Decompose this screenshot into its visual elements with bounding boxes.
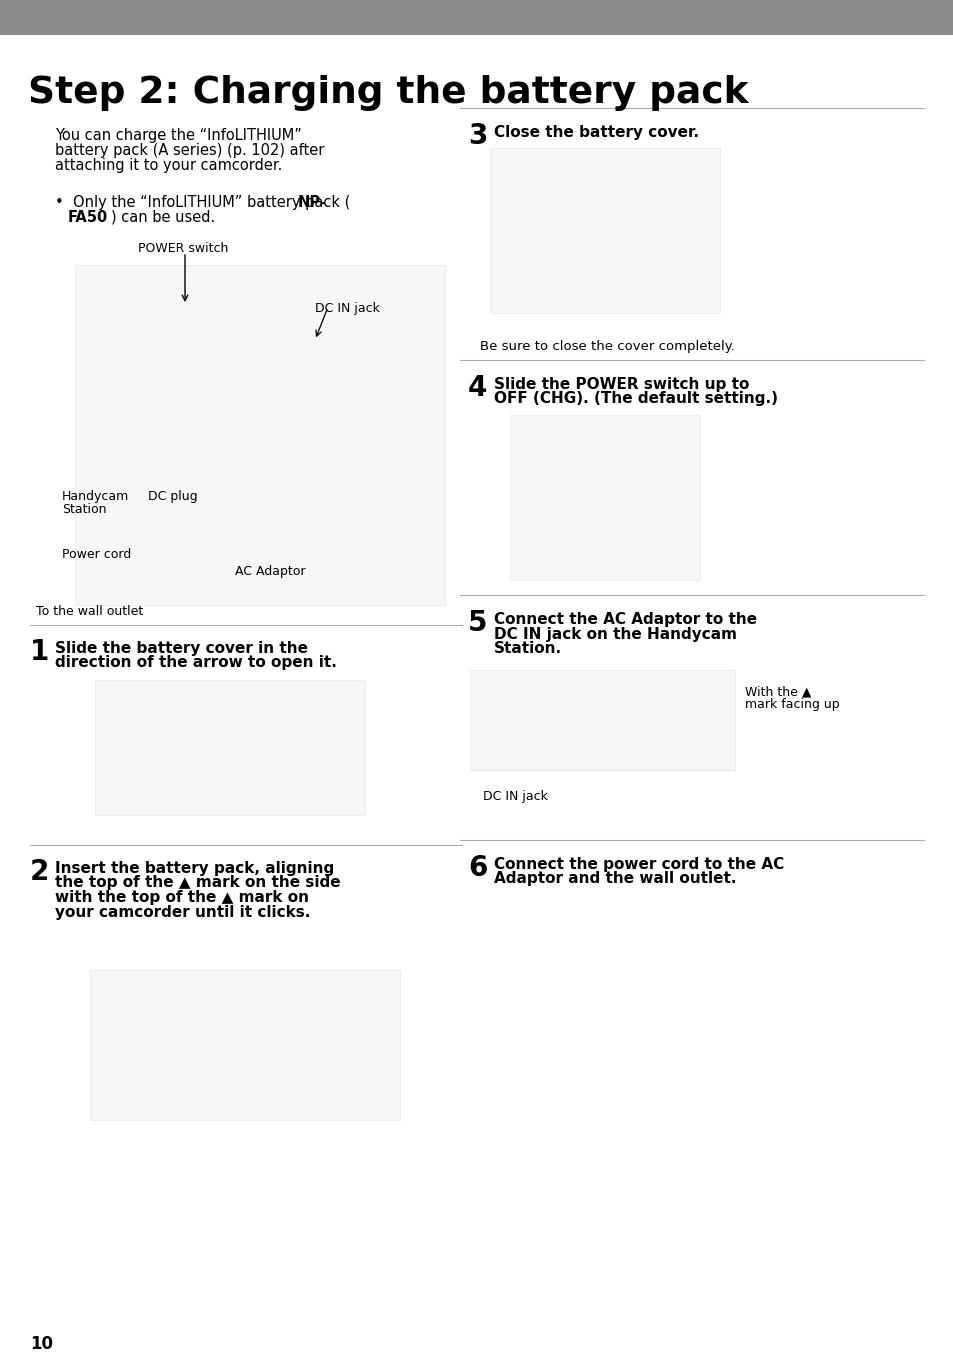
Bar — [75, 265, 444, 605]
Bar — [470, 670, 734, 769]
Text: your camcorder until it clicks.: your camcorder until it clicks. — [55, 905, 310, 920]
Text: 10: 10 — [30, 1335, 53, 1353]
Text: NP-: NP- — [297, 195, 327, 210]
Text: Slide the battery cover in the: Slide the battery cover in the — [55, 641, 308, 655]
Text: Handycam: Handycam — [62, 490, 129, 503]
Text: Connect the power cord to the AC: Connect the power cord to the AC — [494, 858, 783, 873]
Text: ) can be used.: ) can be used. — [111, 210, 215, 225]
Text: with the top of the ▲ mark on: with the top of the ▲ mark on — [55, 890, 309, 905]
Text: AC Adaptor: AC Adaptor — [234, 565, 305, 578]
Text: You can charge the “InfoLITHIUM”: You can charge the “InfoLITHIUM” — [55, 128, 301, 142]
Text: 6: 6 — [468, 854, 487, 882]
Text: Station.: Station. — [494, 641, 561, 655]
Text: 3: 3 — [468, 122, 487, 151]
Text: the top of the ▲ mark on the side: the top of the ▲ mark on the side — [55, 875, 340, 890]
Text: attaching it to your camcorder.: attaching it to your camcorder. — [55, 157, 282, 172]
Text: Slide the POWER switch up to: Slide the POWER switch up to — [494, 377, 749, 392]
Text: OFF (CHG). (The default setting.): OFF (CHG). (The default setting.) — [494, 392, 778, 407]
Text: DC IN jack: DC IN jack — [482, 790, 547, 803]
Text: DC plug: DC plug — [148, 490, 197, 503]
Bar — [90, 970, 399, 1120]
Text: DC IN jack on the Handycam: DC IN jack on the Handycam — [494, 627, 737, 642]
Bar — [0, 0, 953, 35]
Text: POWER switch: POWER switch — [138, 242, 228, 255]
Text: FA50: FA50 — [68, 210, 108, 225]
Text: Power cord: Power cord — [62, 548, 132, 560]
Text: 2: 2 — [30, 858, 50, 886]
Bar — [510, 415, 700, 579]
Text: 5: 5 — [468, 609, 487, 636]
Text: Close the battery cover.: Close the battery cover. — [494, 125, 699, 140]
Text: Station: Station — [62, 503, 107, 516]
Text: 1: 1 — [30, 638, 50, 666]
Bar — [95, 680, 365, 816]
Text: Be sure to close the cover completely.: Be sure to close the cover completely. — [479, 341, 734, 353]
Text: Adaptor and the wall outlet.: Adaptor and the wall outlet. — [494, 871, 736, 886]
Text: •  Only the “InfoLITHIUM” battery pack (: • Only the “InfoLITHIUM” battery pack ( — [55, 195, 350, 210]
Text: To the wall outlet: To the wall outlet — [36, 605, 143, 617]
Text: mark facing up: mark facing up — [744, 697, 839, 711]
Text: Step 2: Charging the battery pack: Step 2: Charging the battery pack — [28, 75, 748, 111]
Text: battery pack (A series) (p. 102) after: battery pack (A series) (p. 102) after — [55, 142, 324, 157]
Text: direction of the arrow to open it.: direction of the arrow to open it. — [55, 655, 336, 670]
Text: 4: 4 — [468, 375, 487, 402]
Text: Connect the AC Adaptor to the: Connect the AC Adaptor to the — [494, 612, 757, 627]
Text: With the ▲: With the ▲ — [744, 685, 811, 697]
Bar — [490, 148, 720, 313]
Text: DC IN jack: DC IN jack — [314, 303, 379, 315]
Text: Insert the battery pack, aligning: Insert the battery pack, aligning — [55, 860, 334, 877]
